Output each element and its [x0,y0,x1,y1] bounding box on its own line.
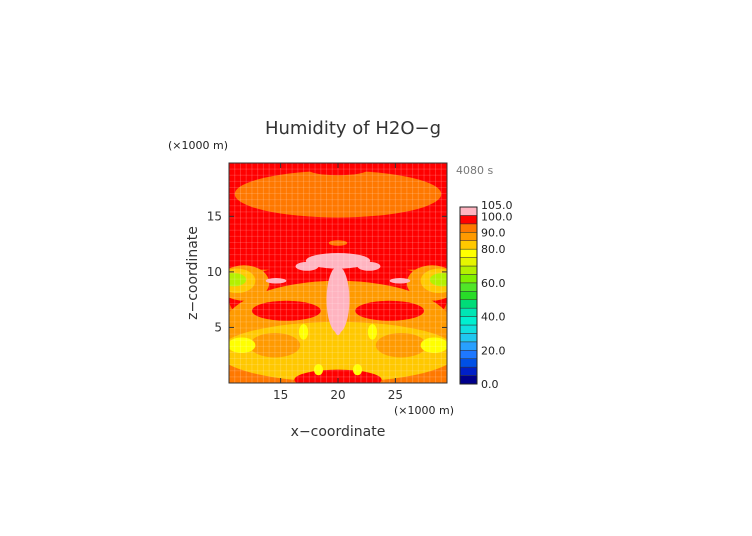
field-mesh [229,163,447,383]
x-tick-label: 15 [273,388,288,402]
field-region [420,337,447,353]
field-region [321,227,355,241]
field-region [251,300,321,321]
field-region [389,278,411,284]
field-region [328,240,348,246]
field-region [249,333,301,358]
colorbar-swatch [459,358,478,368]
colorbar-swatch [459,291,478,300]
x-axis: 15 20 25 [273,163,403,402]
colorbar-swatch [459,240,478,250]
field-region [229,337,256,353]
colorbar-swatch [459,307,478,317]
y-tick-label: 5 [214,320,222,334]
colorbar-tick-label: 105.0 [481,199,513,212]
colorbar-swatch [459,324,478,334]
colorbar-swatch [459,223,478,233]
field-region [313,364,324,376]
colorbar-swatch [459,265,478,275]
colorbar-swatch [459,232,478,241]
colorbar-swatch [459,375,478,385]
field-region [298,324,309,340]
y-axis-unit: (×1000 m) [168,139,228,152]
colorbar-swatch [459,366,478,376]
humidity-field [229,163,447,383]
x-tick-label: 25 [388,388,403,402]
colorbar-swatch [459,215,478,225]
field-region [355,300,425,321]
field-region [234,170,442,218]
colorbar-frame [459,206,478,385]
time-label: 4080 s [456,164,493,177]
field-region [295,261,319,271]
field-region [429,273,447,287]
field-region [357,261,381,271]
field-region [375,333,427,358]
y-axis-label: z−coordinate [185,226,201,320]
field-region [326,266,350,333]
field-region [352,364,363,376]
field-region [229,273,247,287]
y-tick-label: 15 [207,209,222,223]
field-region [265,278,287,284]
colorbar-swatch [459,248,478,258]
chart-title: Humidity of H2O−g [265,118,441,139]
colorbar-swatch [459,333,478,343]
colorbar-tick-label: 0.0 [481,378,499,391]
colorbar-tick-label: 60.0 [481,277,506,290]
y-axis: 5 10 15 [207,209,447,334]
colorbar-swatch [459,299,478,309]
field-region [367,324,378,340]
colorbar-tick-label: 40.0 [481,311,506,324]
colorbar-swatch [459,316,478,326]
colorbar-tick-label: 80.0 [481,243,506,256]
colorbar-swatch [459,206,478,216]
colorbar-swatch [459,282,478,292]
colorbar-tick-label: 90.0 [481,226,506,239]
colorbar-swatch [459,257,478,267]
colorbar-swatch [459,274,478,284]
x-axis-unit: (×1000 m) [394,404,454,417]
field-region [305,253,371,269]
x-axis-label: x−coordinate [291,424,386,440]
field-region [308,164,368,176]
colorbar-tick-label: 100.0 [481,210,513,223]
x-tick-label: 20 [330,388,345,402]
colorbar-tick-label: 20.0 [481,344,506,357]
colorbar-swatch [459,350,478,359]
field-region [333,313,343,336]
colorbar-swatch [459,341,478,351]
y-tick-label: 10 [207,265,222,279]
